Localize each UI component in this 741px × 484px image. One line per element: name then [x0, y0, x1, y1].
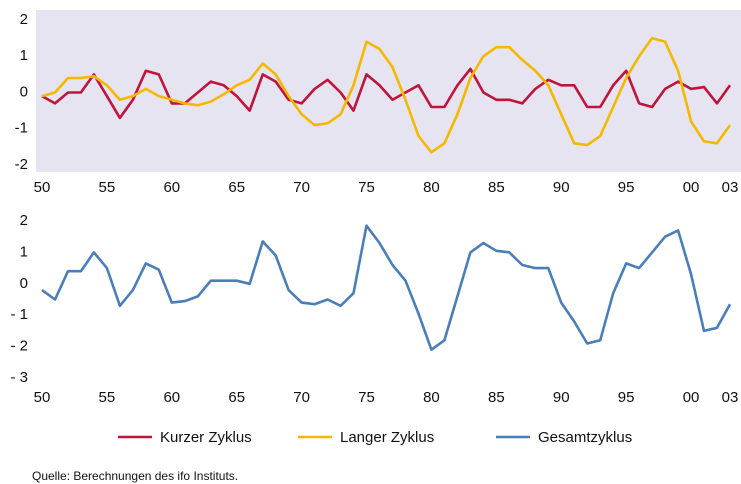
legend-label: Gesamtzyklus	[538, 429, 632, 446]
y-tick-label: - 1	[10, 306, 28, 323]
x-tick-label: 50	[34, 179, 51, 196]
x-tick-label: 00	[683, 389, 700, 406]
x-tick-label: 03	[722, 389, 739, 406]
x-tick-label: 60	[163, 389, 180, 406]
x-tick-label: 55	[99, 389, 116, 406]
x-tick-label: 85	[488, 389, 505, 406]
data-line	[41, 36, 732, 154]
x-tick-label: 95	[618, 389, 635, 406]
x-tick-label: 70	[293, 389, 310, 406]
x-tick-label: 65	[228, 179, 245, 196]
y-tick-label: 0	[20, 83, 28, 100]
y-tick-label: 2	[20, 11, 28, 28]
plot-background	[36, 10, 741, 172]
x-tick-label: 60	[163, 179, 180, 196]
y-tick-label: -2	[15, 156, 28, 173]
data-line	[41, 67, 732, 120]
y-tick-label: 1	[20, 243, 28, 260]
data-line	[41, 224, 732, 351]
source-note: Quelle: Berechnungen des ifo Instituts.	[32, 469, 238, 483]
y-tick-label: - 2	[10, 338, 28, 355]
x-tick-label: 95	[618, 179, 635, 196]
y-tick-label: - 3	[10, 369, 28, 386]
y-tick-label: -1	[15, 120, 28, 137]
legend-label: Langer Zyklus	[340, 429, 434, 446]
x-tick-label: 50	[34, 389, 51, 406]
legend-label: Kurzer Zyklus	[160, 429, 252, 446]
y-tick-label: 2	[20, 212, 28, 229]
x-tick-label: 90	[553, 179, 570, 196]
x-tick-label: 90	[553, 389, 570, 406]
x-tick-label: 55	[99, 179, 116, 196]
y-tick-label: 1	[20, 47, 28, 64]
x-tick-label: 00	[683, 179, 700, 196]
x-tick-label: 03	[722, 179, 739, 196]
x-tick-label: 85	[488, 179, 505, 196]
x-tick-label: 80	[423, 179, 440, 196]
x-tick-label: 75	[358, 179, 375, 196]
x-tick-label: 75	[358, 389, 375, 406]
x-tick-label: 80	[423, 389, 440, 406]
x-tick-label: 65	[228, 389, 245, 406]
x-tick-label: 70	[293, 179, 310, 196]
y-tick-label: 0	[20, 275, 28, 292]
